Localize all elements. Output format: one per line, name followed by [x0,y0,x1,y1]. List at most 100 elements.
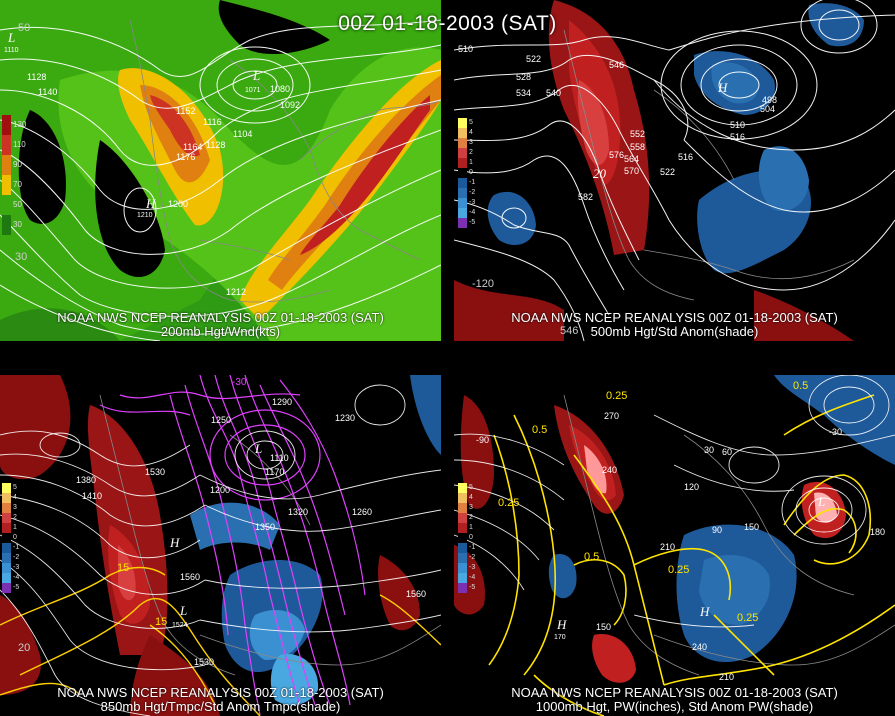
legend-swatch: 3 [458,138,473,148]
pw-label-0.25b: 0.25 [498,497,519,509]
contour-label-1110: 1110 [270,453,289,463]
contour-label-210: 210 [660,542,675,552]
contour-label-1092: 1092 [280,100,300,110]
legend-swatch: 130 [2,115,26,135]
legend-label: -4 [469,574,476,581]
contour-label-1350: 1350 [255,522,275,532]
legend-label: 0 [13,534,17,541]
legend-label: -5 [469,219,476,226]
panel-200mb: 1128 1140 1152 1164 1176 1080 1092 1104 … [0,0,441,341]
contour-label-1080: 1080 [270,84,290,94]
legend-label: 130 [13,120,27,129]
legend-swatch: 1 [458,523,473,533]
contour-label-552: 552 [630,129,645,139]
high-center-label: H [556,617,567,632]
contour-label-1200: 1200 [168,199,188,209]
pw-label-0.25c: 0.25 [668,564,689,576]
legend-label: 4 [13,494,17,501]
lat-label-20: -120 [472,278,494,290]
legend-label: 2 [13,514,17,521]
legend-label: -3 [469,564,476,571]
legend-swatch: 1 [458,158,473,168]
lat-label-20: 20 [18,642,30,654]
contour-label-1104: 1104 [233,129,252,139]
legend-swatch: 5 [2,483,17,493]
legend-label: 3 [13,504,17,511]
legend-swatch: -4 [458,208,475,218]
legend-swatch: -4 [458,573,475,583]
contour-label-1164: 1164 [183,142,202,152]
legend-label: 5 [469,484,473,491]
legend-swatch: 0 [2,533,17,543]
legend-label: 5 [469,119,473,126]
pw-label-0.25d: 0.25 [737,612,758,624]
legend-swatch: 1 [2,523,17,533]
panel-1000mb: 0.25 0.5 0.25 0.5 0.25 0.25 0.5 240 270 … [454,375,895,716]
legend-label: 90 [13,160,22,169]
legend-swatch: 4 [458,493,473,503]
legend-1000mb: 5 4 3 2 1 0 -1 -2 -3 -4 -5 [458,483,475,593]
contour-label-510: 510 [458,44,473,54]
contour-label-1230: 1230 [335,413,355,423]
legend-label: 4 [469,129,473,136]
legend-swatch: -5 [2,583,19,593]
legend-swatch: -1 [2,543,19,553]
contour-label-528: 528 [516,72,531,82]
contour-label-1530b: 1530 [194,657,214,667]
contour-label-1128: 1128 [27,72,46,82]
contour-label-558: 558 [630,142,645,152]
temp-label-15: 15 [117,562,129,574]
contour-label-546: 546 [609,60,624,70]
legend-200mb: 130 110 90 70 50 30 [2,115,26,235]
legend-label: -4 [469,209,476,216]
legend-swatch: -5 [458,583,475,593]
legend-swatch: 5 [458,118,473,128]
map-850mb: -30 1290 1250 1230 1170 1110 1380 1410 1… [0,375,441,716]
legend-label: 0 [469,169,473,176]
legend-label: 1 [13,524,17,531]
legend-swatch: 90 [2,155,22,175]
legend-swatch: 2 [458,513,473,523]
legend-label: 50 [13,200,22,209]
main-title: 00Z 01-18-2003 (SAT) [338,12,557,35]
legend-label: -1 [469,179,476,186]
legend-label: 2 [469,514,473,521]
contour-label-1140: 1140 [38,87,57,97]
legend-swatch: -5 [458,218,475,228]
low-center-label: L [7,30,15,45]
legend-swatch: 4 [458,128,473,138]
legend-label: 3 [469,504,473,511]
legend-label: -3 [469,199,476,206]
legend-label: -1 [13,544,20,551]
caption-line2: 850mb Hgt/Tmpc/Std Anom Tmpc(shade) [100,699,341,714]
legend-swatch: -3 [2,563,19,573]
legend-label: -2 [469,189,476,196]
contour-label-540: 540 [546,88,561,98]
caption-line1: NOAA NWS NCEP REANALYSIS 00Z 01-18-2003 … [511,310,838,325]
pw-label-0.5b: 0.5 [584,551,599,563]
contour-label-150: 150 [744,522,759,532]
contour-label-1530: 1530 [145,467,165,477]
contour-label-90: 90 [712,525,722,535]
contour-label-120: 120 [684,482,699,492]
high-center-label: H [145,196,156,211]
contour-label-1212: 1212 [226,287,246,297]
legend-swatch: -2 [458,553,475,563]
legend-label: 70 [13,180,22,189]
contour-label-1116: 1116 [203,117,222,127]
contour-label-30: 30 [704,445,714,455]
high-center-label: H [169,535,180,550]
contour-label-240b: 240 [692,642,707,652]
contour-label-1176: 1176 [176,152,195,162]
caption-line1: NOAA NWS NCEP REANALYSIS 00Z 01-18-2003 … [57,310,384,325]
low-center-label: L [817,494,825,509]
legend-label: 1 [469,159,473,166]
legend-swatch: -1 [458,178,475,188]
contour-label-1320: 1320 [288,507,308,517]
contour-label-582: 582 [578,192,593,202]
lon-label--120: 546 [560,325,578,337]
legend-swatch: 0 [458,168,473,178]
legend-label: 30 [13,220,22,229]
legend-swatch: 70 [2,175,22,195]
caption-line2: 500mb Hgt/Std Anom(shade) [590,324,759,339]
